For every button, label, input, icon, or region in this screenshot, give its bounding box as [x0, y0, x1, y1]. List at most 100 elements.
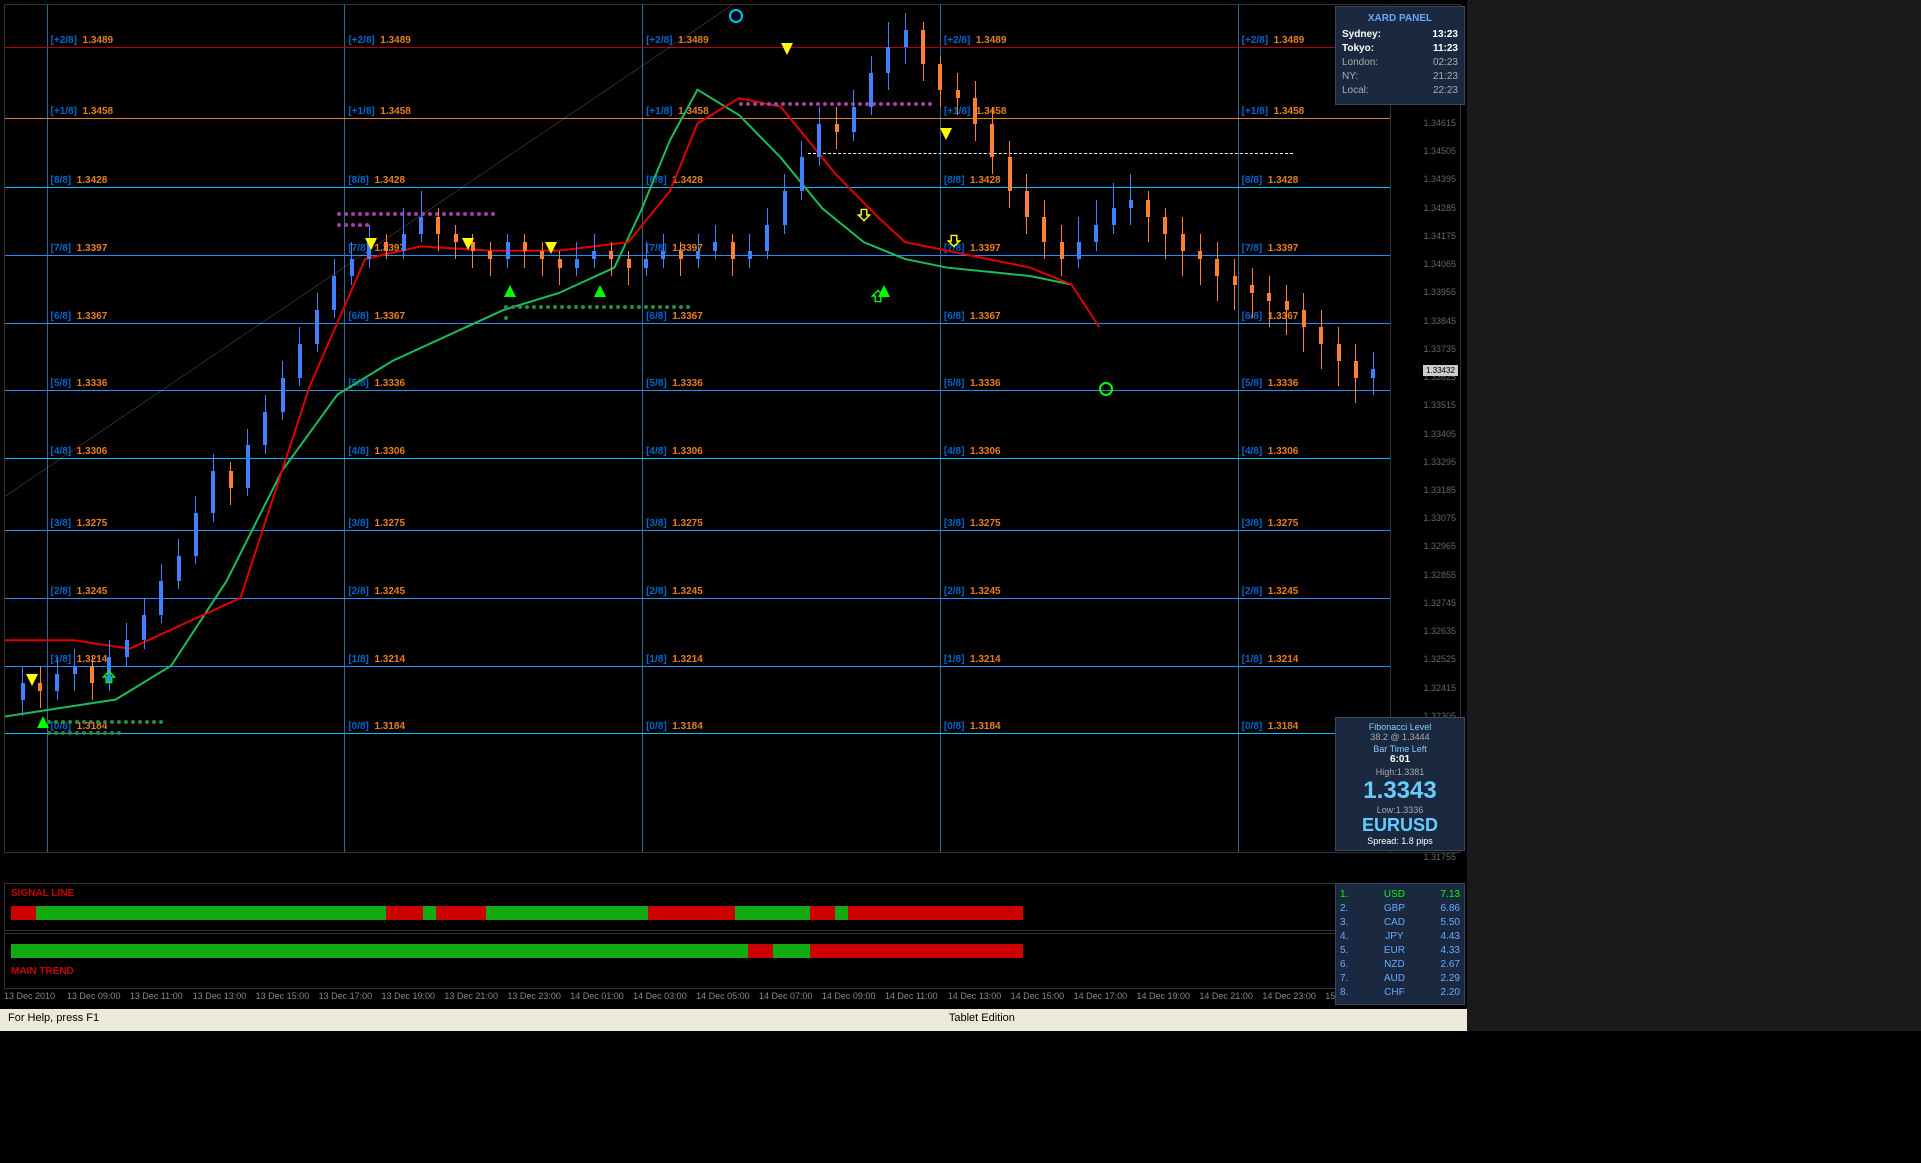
status-edition: Tablet Edition [949, 1012, 1015, 1028]
murrey-label: [+2/8] 1.3489 [944, 35, 1007, 46]
vertical-gridline [1238, 5, 1239, 852]
candle-wick [542, 242, 543, 276]
candle-body [679, 251, 683, 259]
candle-body [55, 674, 59, 691]
time-tick: 14 Dec 21:00 [1199, 991, 1253, 1001]
murrey-label: [3/8] 1.3275 [348, 518, 405, 529]
candle-body [904, 30, 908, 47]
main-trend-panel: MAIN TREND [4, 933, 1461, 989]
candle-body [1302, 310, 1306, 327]
indicator-segment [436, 906, 486, 920]
signal-arrow-down-icon [462, 238, 474, 250]
semafor-circle-icon [1099, 382, 1113, 396]
indicator-segment [810, 906, 835, 920]
candle-wick [559, 251, 560, 285]
candle-body [1146, 200, 1150, 217]
candle-wick [628, 251, 629, 285]
candle-body [38, 683, 42, 691]
price-tick: 1.34285 [1423, 203, 1456, 213]
candle-body [1354, 361, 1358, 378]
time-axis: 13 Dec 201013 Dec 09:0013 Dec 11:0013 De… [4, 989, 1461, 1009]
murrey-label: [5/8] 1.3336 [348, 378, 405, 389]
candle-body [661, 251, 665, 259]
candle-body [246, 445, 250, 487]
session-time-row: NY:21:23 [1342, 70, 1458, 84]
signal-line-panel: SIGNAL LINE 80 [4, 883, 1461, 931]
candle-body [783, 191, 787, 225]
signal-arrow-down-icon [365, 238, 377, 250]
price-tick: 1.34065 [1423, 259, 1456, 269]
signal-arrow-up-icon [37, 716, 49, 728]
signal-arrow-up-icon [504, 285, 516, 297]
candle-body [1371, 369, 1375, 377]
price-tick: 1.33735 [1423, 344, 1456, 354]
candle-wick [680, 242, 681, 276]
murrey-label: [8/8] 1.3428 [1242, 175, 1299, 186]
murrey-line [5, 47, 1390, 48]
murrey-label: [+2/8] 1.3489 [348, 35, 411, 46]
candle-body [1181, 234, 1185, 251]
vertical-gridline [642, 5, 643, 852]
candle-body [800, 157, 804, 191]
murrey-label: [+2/8] 1.3489 [51, 35, 114, 46]
candle-wick [1234, 259, 1235, 310]
time-tick: 14 Dec 19:00 [1136, 991, 1190, 1001]
signal-arrow-down-icon [26, 674, 38, 686]
murrey-label: [0/8] 1.3184 [1242, 721, 1299, 732]
candle-body [159, 581, 163, 615]
price-tick: 1.34395 [1423, 174, 1456, 184]
candle-wick [611, 242, 612, 276]
indicator-segment [11, 906, 36, 920]
currency-strength-row: 5.EUR4.33 [1340, 944, 1460, 958]
candle-body [644, 259, 648, 267]
vertical-gridline [344, 5, 345, 852]
murrey-label: [2/8] 1.3245 [51, 586, 108, 597]
signal-arrow-up-icon [594, 285, 606, 297]
high-label: High:1.3381 [1340, 767, 1460, 777]
candle-body [177, 556, 181, 581]
candle-body [211, 471, 215, 513]
murrey-line [5, 187, 1390, 188]
candle-body [1198, 251, 1202, 259]
candle-body [488, 251, 492, 259]
time-tick: 13 Dec 09:00 [67, 991, 121, 1001]
candle-body [90, 666, 94, 683]
murrey-label: [1/8] 1.3214 [1242, 654, 1299, 665]
murrey-label: [8/8] 1.3428 [348, 175, 405, 186]
indicator-segment [648, 906, 735, 920]
time-tick: 14 Dec 17:00 [1074, 991, 1128, 1001]
info-panel: Fibonacci Level 38.2 @ 1.3444 Bar Time L… [1335, 717, 1465, 851]
time-tick: 13 Dec 19:00 [381, 991, 435, 1001]
session-time-row: London:02:23 [1342, 56, 1458, 70]
candle-body [73, 666, 77, 674]
time-tick: 13 Dec 17:00 [319, 991, 373, 1001]
price-tick: 1.32525 [1423, 654, 1456, 664]
price-tick: 1.33075 [1423, 513, 1456, 523]
time-tick: 13 Dec 13:00 [193, 991, 247, 1001]
price-tick: 1.32855 [1423, 570, 1456, 580]
murrey-label: [4/8] 1.3306 [944, 446, 1001, 457]
murrey-label: [+1/8] 1.3458 [348, 106, 411, 117]
current-price: 1.3343 [1340, 777, 1460, 805]
candle-body [21, 683, 25, 700]
indicator-segment [773, 944, 810, 958]
big-arrow-up-icon [871, 289, 885, 303]
candle-body [592, 251, 596, 259]
candle-body [1215, 259, 1219, 276]
candle-body [454, 234, 458, 242]
candle-body [869, 73, 873, 107]
murrey-label: [+1/8] 1.3458 [1242, 106, 1305, 117]
candle-body [921, 30, 925, 64]
candle-body [194, 513, 198, 555]
candle-body [575, 259, 579, 267]
signal-arrow-down-icon [781, 43, 793, 55]
murrey-label: [+2/8] 1.3489 [646, 35, 709, 46]
murrey-label: [4/8] 1.3306 [51, 446, 108, 457]
price-tick: 1.34175 [1423, 231, 1456, 241]
indicator-segment [486, 906, 648, 920]
candle-body [1042, 217, 1046, 242]
currency-strength-row: 6.NZD2.67 [1340, 958, 1460, 972]
chart-main[interactable]: [+2/8] 1.3489 [+2/8] 1.3489 [+2/8] 1.3489 [… [4, 4, 1391, 853]
candle-body [627, 259, 631, 267]
candle-body [852, 107, 856, 132]
